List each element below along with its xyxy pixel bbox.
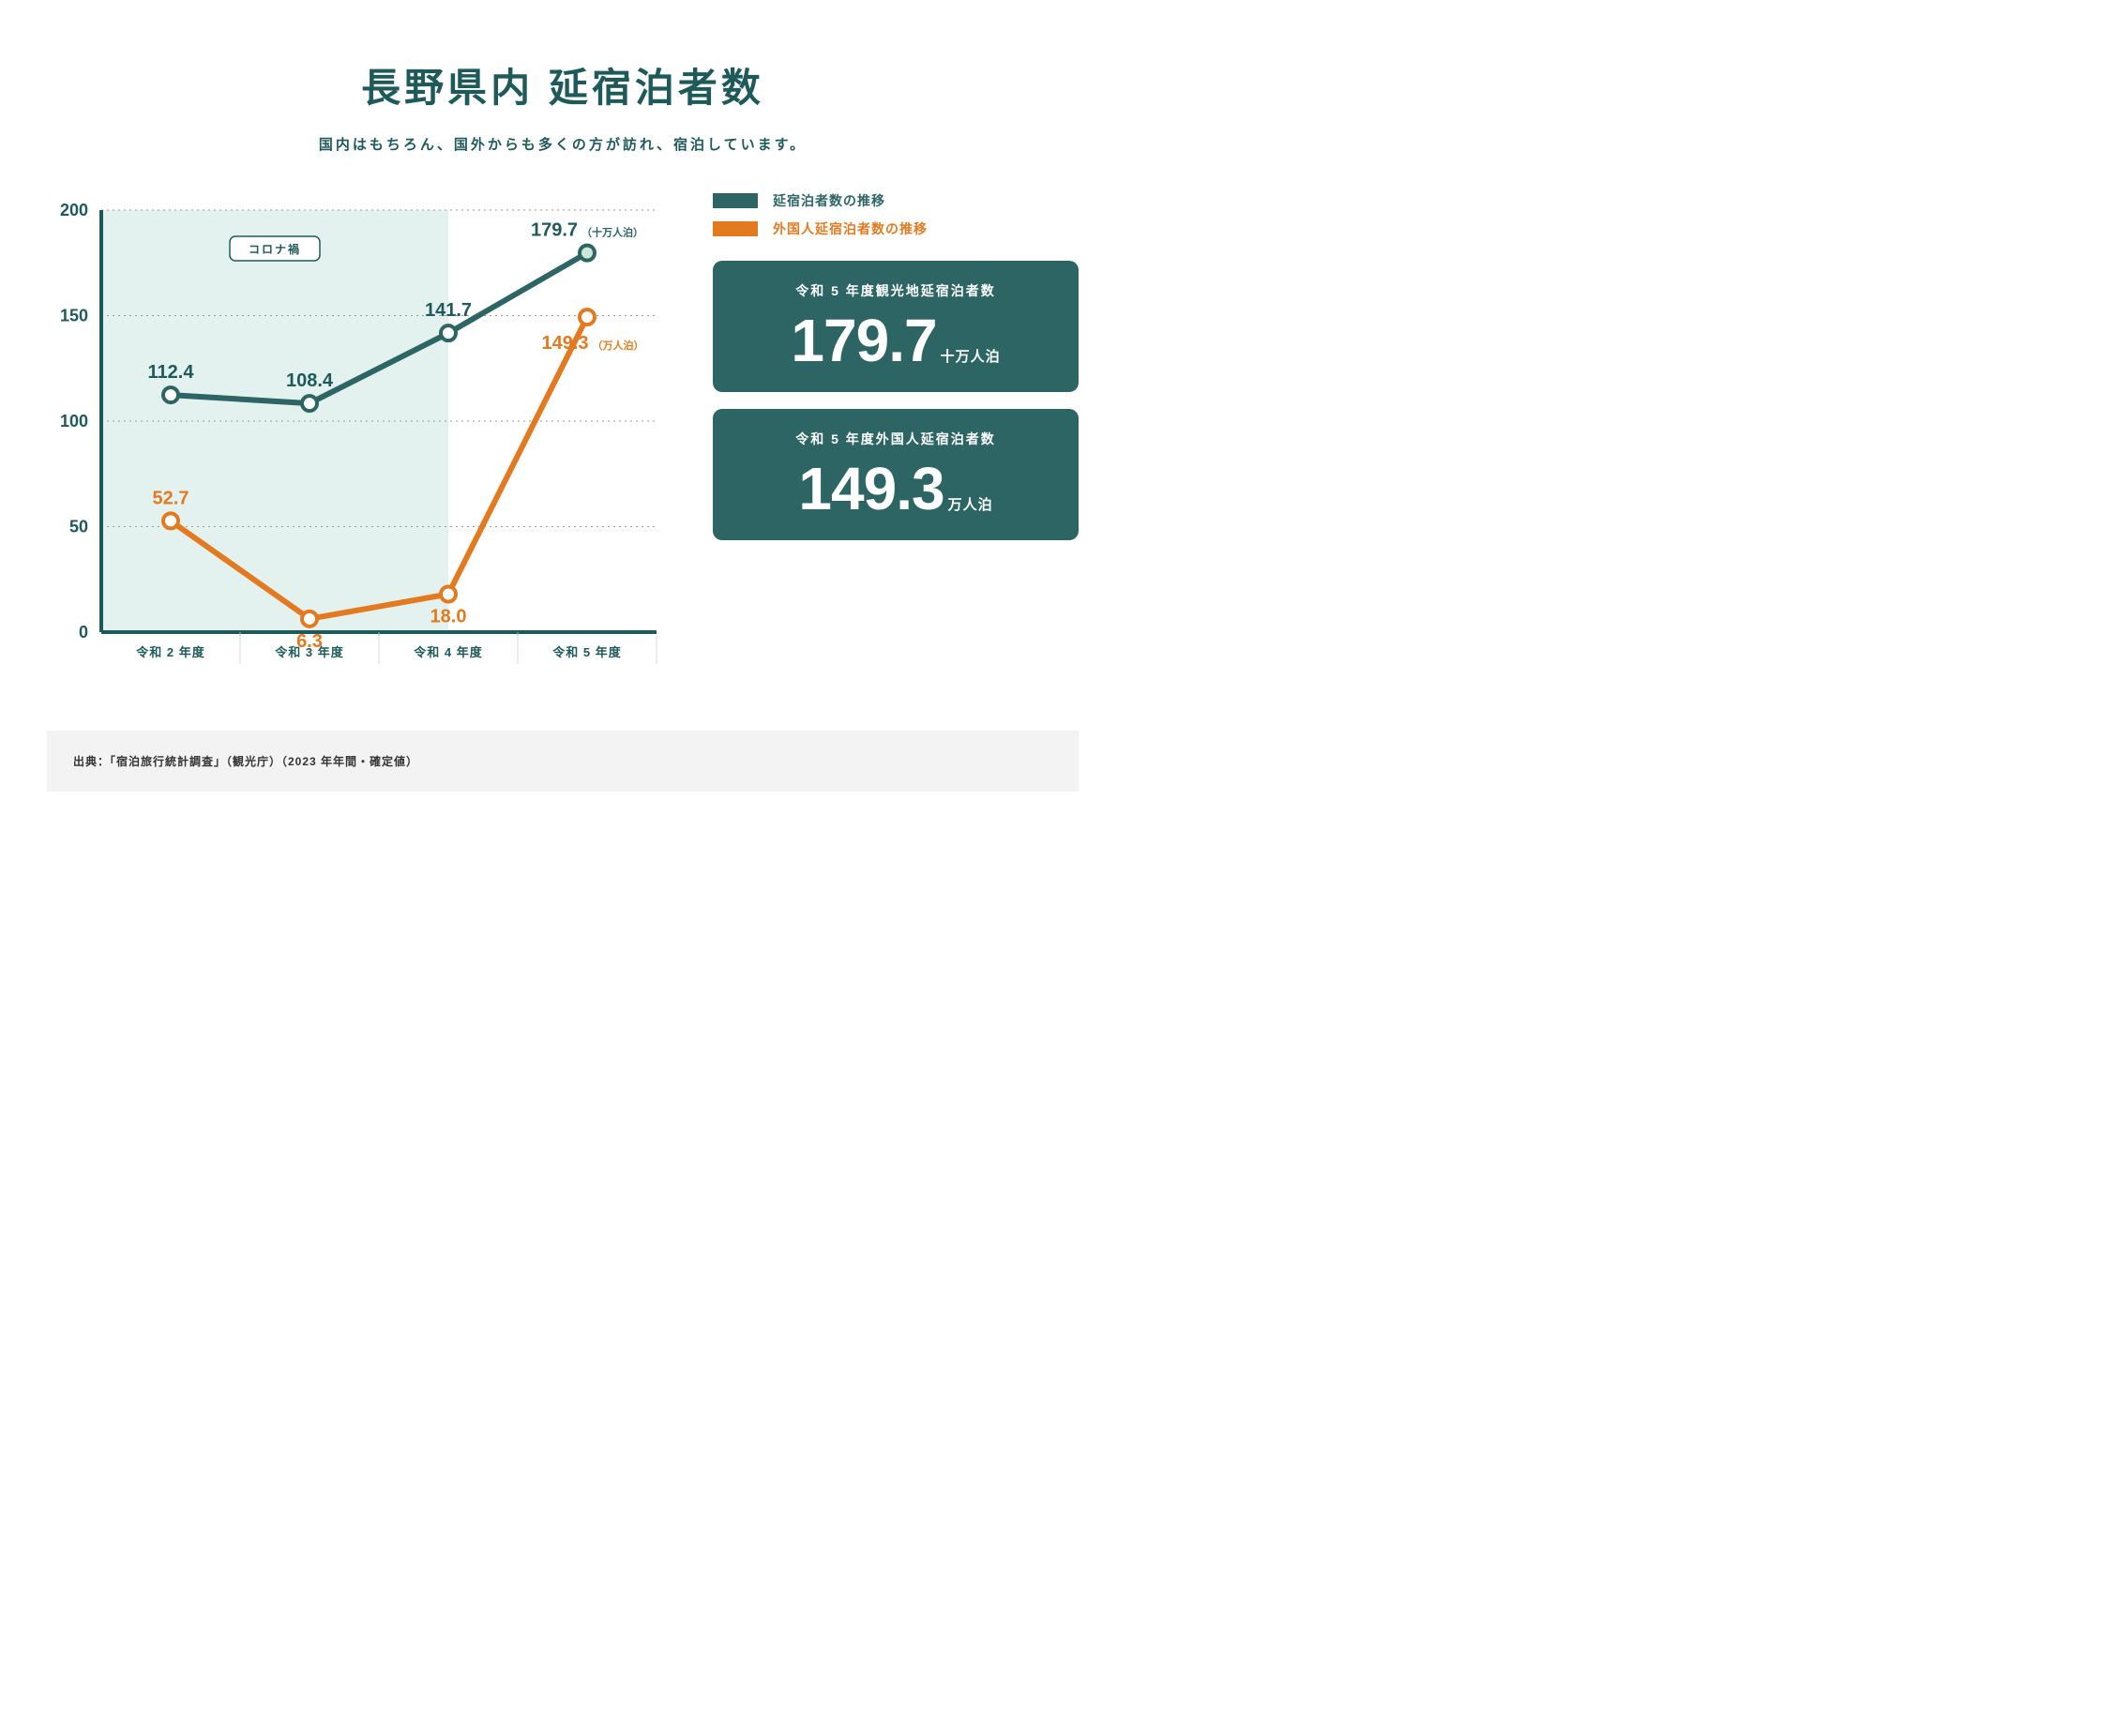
svg-text:52.7: 52.7 xyxy=(153,488,189,508)
stat-card-total: 令和 5 年度観光地延宿泊者数 179.7 十万人泊 xyxy=(713,261,1079,392)
svg-text:108.4: 108.4 xyxy=(286,370,334,391)
svg-text:200: 200 xyxy=(60,201,88,219)
svg-text:令和 4 年度: 令和 4 年度 xyxy=(414,645,482,659)
stat-value-row: 149.3 万人泊 xyxy=(735,454,1056,523)
chart-container: 0 50 100 150 200 コロナ禍 112.4 108.4 141.7 179.7（十万人… xyxy=(47,191,685,684)
svg-text:18.0: 18.0 xyxy=(430,607,467,627)
stat-label: 令和 5 年度観光地延宿泊者数 xyxy=(735,281,1056,300)
line-chart: 0 50 100 150 200 コロナ禍 112.4 108.4 141.7 179.7（十万人… xyxy=(47,191,685,679)
svg-text:令和 2 年度: 令和 2 年度 xyxy=(136,645,204,659)
svg-text:50: 50 xyxy=(69,518,88,536)
right-panel: 延宿泊者数の推移 外国人延宿泊者数の推移 令和 5 年度観光地延宿泊者数 179… xyxy=(713,191,1079,557)
stat-unit: 十万人泊 xyxy=(941,346,1001,366)
svg-text:112.4: 112.4 xyxy=(148,362,195,383)
stat-card-foreign: 令和 5 年度外国人延宿泊者数 149.3 万人泊 xyxy=(713,409,1079,540)
source-citation: 出典：「宿泊旅行統計調査」（観光庁）（2023 年年間・確定値） xyxy=(47,731,1079,792)
svg-text:141.7: 141.7 xyxy=(425,300,472,321)
svg-text:コロナ禍: コロナ禍 xyxy=(249,242,301,256)
legend-item-foreign: 外国人延宿泊者数の推移 xyxy=(713,219,1079,238)
legend-label: 延宿泊者数の推移 xyxy=(773,191,885,210)
svg-text:100: 100 xyxy=(60,412,88,430)
stat-value-row: 179.7 十万人泊 xyxy=(735,306,1056,375)
svg-text:0: 0 xyxy=(79,623,88,642)
svg-text:179.7（十万人泊）: 179.7（十万人泊） xyxy=(531,220,643,241)
svg-text:令和 5 年度: 令和 5 年度 xyxy=(552,645,621,659)
legend: 延宿泊者数の推移 外国人延宿泊者数の推移 xyxy=(713,191,1079,238)
page-subtitle: 国内はもちろん、国外からも多くの方が訪れ、宿泊しています。 xyxy=(47,134,1079,154)
stat-label: 令和 5 年度外国人延宿泊者数 xyxy=(735,430,1056,448)
content-row: 0 50 100 150 200 コロナ禍 112.4 108.4 141.7 179.7（十万人… xyxy=(47,191,1079,684)
svg-text:150: 150 xyxy=(60,307,88,325)
stat-value: 149.3 xyxy=(798,454,944,523)
legend-item-total: 延宿泊者数の推移 xyxy=(713,191,1079,210)
legend-swatch xyxy=(713,221,758,236)
legend-swatch xyxy=(713,193,758,208)
legend-label: 外国人延宿泊者数の推移 xyxy=(773,219,928,238)
stat-value: 179.7 xyxy=(791,306,936,375)
svg-text:149.3（万人泊）: 149.3（万人泊） xyxy=(541,333,643,354)
svg-text:令和 3 年度: 令和 3 年度 xyxy=(275,645,343,659)
stat-unit: 万人泊 xyxy=(948,494,993,514)
page-title: 長野県内 延宿泊者数 xyxy=(47,56,1079,113)
